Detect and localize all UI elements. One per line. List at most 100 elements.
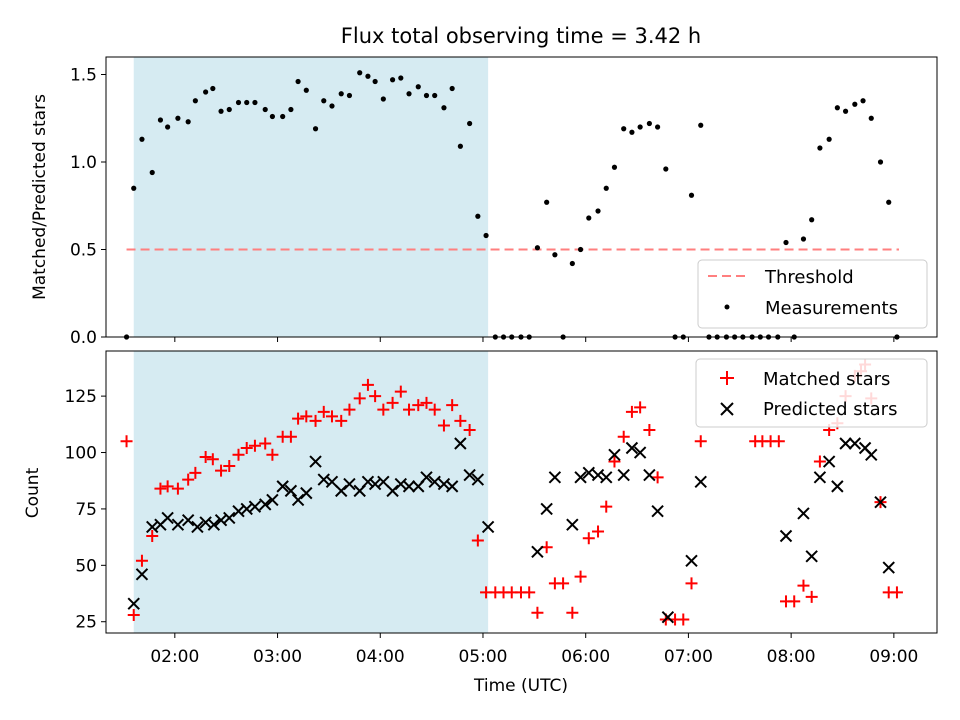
measurement-point <box>586 215 592 221</box>
measurement-point <box>637 124 643 130</box>
predicted-star-marker <box>127 597 140 610</box>
matched-star-marker <box>788 595 801 608</box>
matched-star-marker <box>677 613 690 626</box>
matched-star-marker <box>206 453 219 466</box>
matched-star-marker <box>890 586 903 599</box>
predicted-star-marker <box>617 468 630 482</box>
predicted-star-marker <box>161 511 174 525</box>
predicted-star-marker <box>181 513 195 527</box>
measurement-point <box>852 101 858 107</box>
measurement-point <box>577 246 584 253</box>
predicted-star-marker <box>831 480 844 493</box>
measurement-point <box>698 122 704 128</box>
measurement-point <box>269 113 276 120</box>
matched-star-marker <box>353 392 366 405</box>
measurement-point <box>629 129 635 135</box>
measurement-point <box>329 103 335 109</box>
legend-predicted-swatch <box>720 402 734 416</box>
count-legend-box <box>695 358 928 428</box>
matched-star-marker <box>685 577 698 590</box>
matched-star-marker <box>805 590 818 603</box>
predicted-star-marker <box>651 504 664 518</box>
predicted-star-marker <box>445 480 459 493</box>
time-x-tick-label: 07:00 <box>664 647 713 667</box>
legend-threshold-label: Threshold <box>764 267 854 288</box>
measurement-point <box>338 91 344 97</box>
matched-star-marker <box>127 608 140 621</box>
count-y-tick-label: 75 <box>75 500 97 520</box>
measurement-point <box>280 113 286 120</box>
predicted-star-marker <box>291 493 305 507</box>
measurement-point <box>534 245 541 251</box>
measurement-point <box>552 252 558 258</box>
measurement-point <box>441 105 447 111</box>
predicted-star-marker <box>643 468 656 482</box>
predicted-star-marker <box>813 471 827 484</box>
measurement-point <box>595 208 601 214</box>
matched-star-marker <box>566 606 579 619</box>
predicted-star-marker <box>386 484 399 498</box>
count-y-tick-label: 50 <box>75 556 97 576</box>
matched-star-marker <box>412 399 425 412</box>
ratio-panel: 0.0 0.5 1.0 1.5 Matched/Predicted stars Thr… <box>30 56 938 348</box>
measurement-point <box>457 143 463 149</box>
count-y-axis: 25 50 75 100 125 <box>65 387 106 633</box>
predicted-star-marker <box>608 448 621 461</box>
measurement-point <box>467 120 473 127</box>
predicted-star-marker <box>481 520 495 534</box>
matched-star-marker <box>317 405 330 418</box>
predicted-star-marker <box>207 518 221 531</box>
predicted-star-marker <box>822 455 836 468</box>
measurement-point <box>886 199 892 205</box>
matched-star-marker <box>600 500 613 513</box>
predicted-star-marker <box>882 561 895 574</box>
predicted-star-marker <box>685 554 698 568</box>
count-legend: Matched stars Predicted stars <box>695 358 928 428</box>
predicted-star-marker <box>135 568 149 581</box>
predicted-stars-points <box>127 437 895 624</box>
matched-star-marker <box>428 403 441 416</box>
matched-star-marker <box>694 435 707 448</box>
matched-star-marker <box>161 480 174 493</box>
predicted-star-marker <box>531 545 544 558</box>
ratio-y-tick-label: 1.5 <box>70 66 97 86</box>
predicted-star-marker <box>463 468 476 482</box>
matched-star-marker <box>592 525 605 538</box>
legend-matched-label: Matched stars <box>763 369 890 390</box>
measurement-point <box>834 105 840 111</box>
measurement-point <box>621 126 627 132</box>
predicted-star-marker <box>259 498 272 511</box>
count-y-tick-label: 25 <box>75 613 97 633</box>
matched-star-marker <box>643 423 656 436</box>
predicted-star-marker <box>454 437 467 450</box>
predicted-star-marker <box>309 455 322 468</box>
matched-star-marker <box>446 399 459 412</box>
matched-star-marker <box>215 464 228 477</box>
count-y-tick-label: 125 <box>65 387 97 407</box>
measurement-point <box>346 92 353 99</box>
matched-star-marker <box>300 410 313 423</box>
measurement-point <box>406 91 412 97</box>
matched-star-marker <box>120 435 133 448</box>
matched-star-marker <box>813 455 826 468</box>
matched-star-marker <box>146 529 159 542</box>
matched-star-marker <box>582 532 595 545</box>
matched-star-marker <box>471 534 484 547</box>
matched-star-marker <box>377 403 390 416</box>
measurement-point <box>826 136 832 142</box>
matched-star-marker <box>292 412 305 425</box>
time-x-axis: 02:00 03:00 04:00 05:00 06:00 07:00 08:00 09:00 <box>150 633 918 667</box>
measurement-point <box>688 192 695 198</box>
measurement-point <box>389 77 396 83</box>
predicted-star-marker <box>848 437 862 450</box>
measurement-point <box>175 115 181 121</box>
predicted-star-marker <box>582 466 595 480</box>
measurement-point <box>655 124 661 130</box>
predicted-star-marker <box>600 471 613 484</box>
predicted-star-marker <box>361 475 375 489</box>
predicted-star-marker <box>540 502 553 516</box>
measurement-point <box>868 115 874 121</box>
predicted-star-marker <box>248 500 262 513</box>
predicted-star-marker <box>223 511 236 525</box>
legend-predicted-label: Predicted stars <box>763 399 897 420</box>
